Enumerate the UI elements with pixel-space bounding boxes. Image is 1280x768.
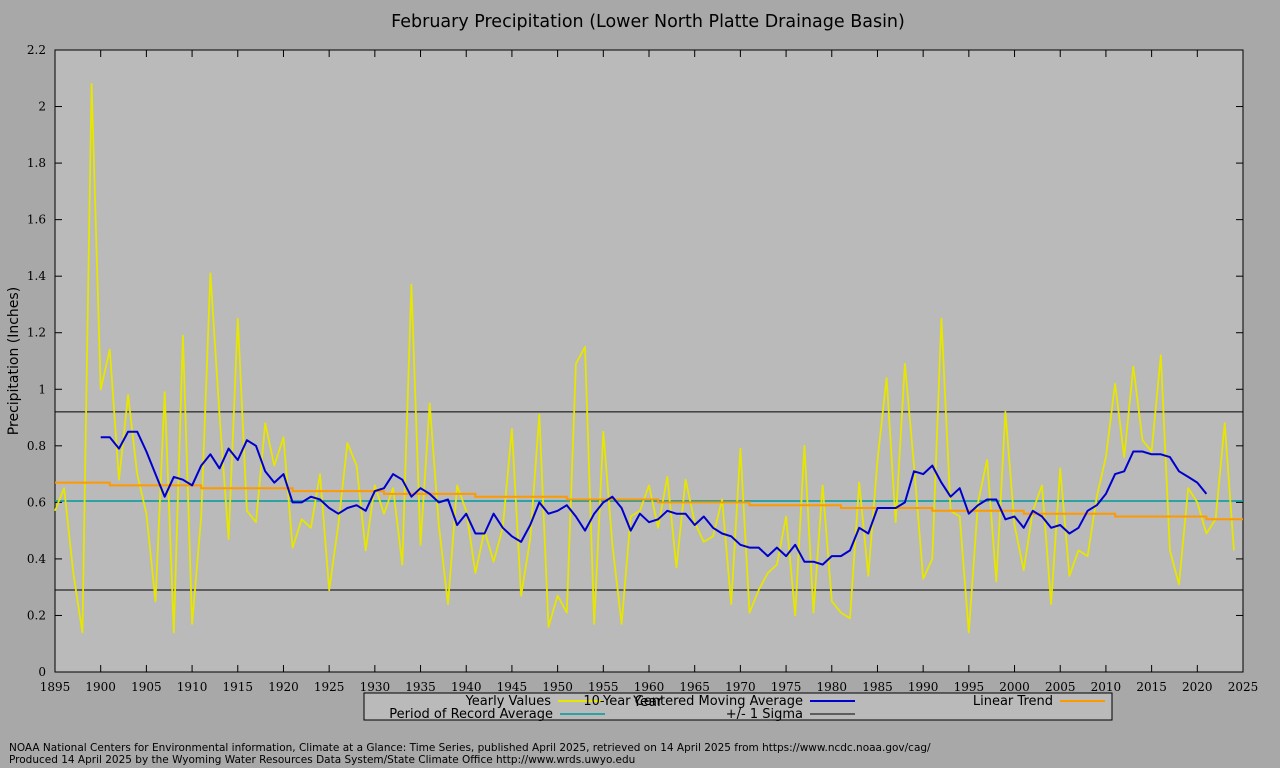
y-tick-label: 1.6	[27, 213, 46, 227]
legend-box	[363, 692, 1113, 721]
x-tick-label: 2015	[1136, 680, 1167, 694]
yearly-values-line	[54, 83, 1235, 634]
y-tick-label: 0.2	[27, 608, 46, 622]
x-tick-label: 2020	[1182, 680, 1213, 694]
x-tick-label: 2000	[999, 680, 1030, 694]
x-tick-label: 1975	[771, 680, 802, 694]
y-tick-label: 1.8	[27, 156, 46, 170]
x-tick-label: 1965	[679, 680, 710, 694]
x-tick-label: 1895	[40, 680, 71, 694]
y-tick-label: 2	[38, 100, 46, 114]
x-tick-label: 1970	[725, 680, 756, 694]
x-axis-label: Year	[632, 694, 663, 710]
x-tick-label: 1940	[451, 680, 482, 694]
legend: Yearly Values 10-Year Centered Moving Av…	[363, 692, 1113, 722]
y-tick-label: 0.4	[27, 552, 46, 566]
x-tick-label: 1985	[862, 680, 893, 694]
x-tick-label: 1995	[954, 680, 985, 694]
x-tick-label: 2005	[1045, 680, 1076, 694]
moving-average-line	[100, 430, 1208, 566]
x-tick-label: 1920	[268, 680, 299, 694]
x-tick-label: 1905	[131, 680, 162, 694]
y-tick-label: 0.6	[27, 495, 46, 509]
x-tick-label: 1930	[360, 680, 391, 694]
y-tick-label: 1.4	[27, 269, 46, 283]
x-tick-label: 1945	[497, 680, 528, 694]
x-tick-label: 2010	[1091, 680, 1122, 694]
x-tick-label: 1955	[588, 680, 619, 694]
y-tick-label: 1	[38, 382, 46, 396]
y-tick-label: 1.2	[27, 326, 46, 340]
legend-label-sigma: +/- 1 Sigma	[726, 707, 803, 722]
series-lines	[54, 83, 1243, 634]
y-tick-label: 2.2	[27, 43, 46, 57]
x-tick-label: 1900	[85, 680, 116, 694]
x-tick-label: 2025	[1228, 680, 1259, 694]
x-tick-label: 1925	[314, 680, 345, 694]
credit-line-2: Produced 14 April 2025 by the Wyoming Wa…	[9, 754, 636, 766]
legend-label-period-average: Period of Record Average	[389, 707, 553, 722]
y-tick-label: 0.8	[27, 439, 46, 453]
linear-trend-line	[55, 481, 1243, 521]
credit-line-1: NOAA National Centers for Environmental …	[9, 742, 931, 754]
x-tick-label: 1950	[542, 680, 573, 694]
legend-label-yearly-values: Yearly Values	[465, 694, 552, 709]
x-tick-label: 1980	[816, 680, 847, 694]
x-tick-label: 1935	[405, 680, 436, 694]
legend-label-moving-average: 10-Year Centered Moving Average	[583, 694, 803, 709]
x-tick-label: 1990	[908, 680, 939, 694]
plot-area	[54, 49, 1244, 673]
x-tick-label: 1910	[177, 680, 208, 694]
y-axis-label: Precipitation (Inches)	[6, 287, 22, 435]
y-tick-label: 0	[38, 665, 46, 679]
x-tick-label: 1960	[634, 680, 665, 694]
reference-lines	[55, 411, 1243, 591]
axis-ticks: 1895 1900 1905 1910 1915 1920 1925 1930 1935 1940…	[27, 43, 1258, 694]
x-tick-label: 1915	[222, 680, 253, 694]
chart-title: February Precipitation (Lower North Plat…	[391, 12, 905, 32]
legend-label-linear-trend: Linear Trend	[973, 694, 1053, 709]
